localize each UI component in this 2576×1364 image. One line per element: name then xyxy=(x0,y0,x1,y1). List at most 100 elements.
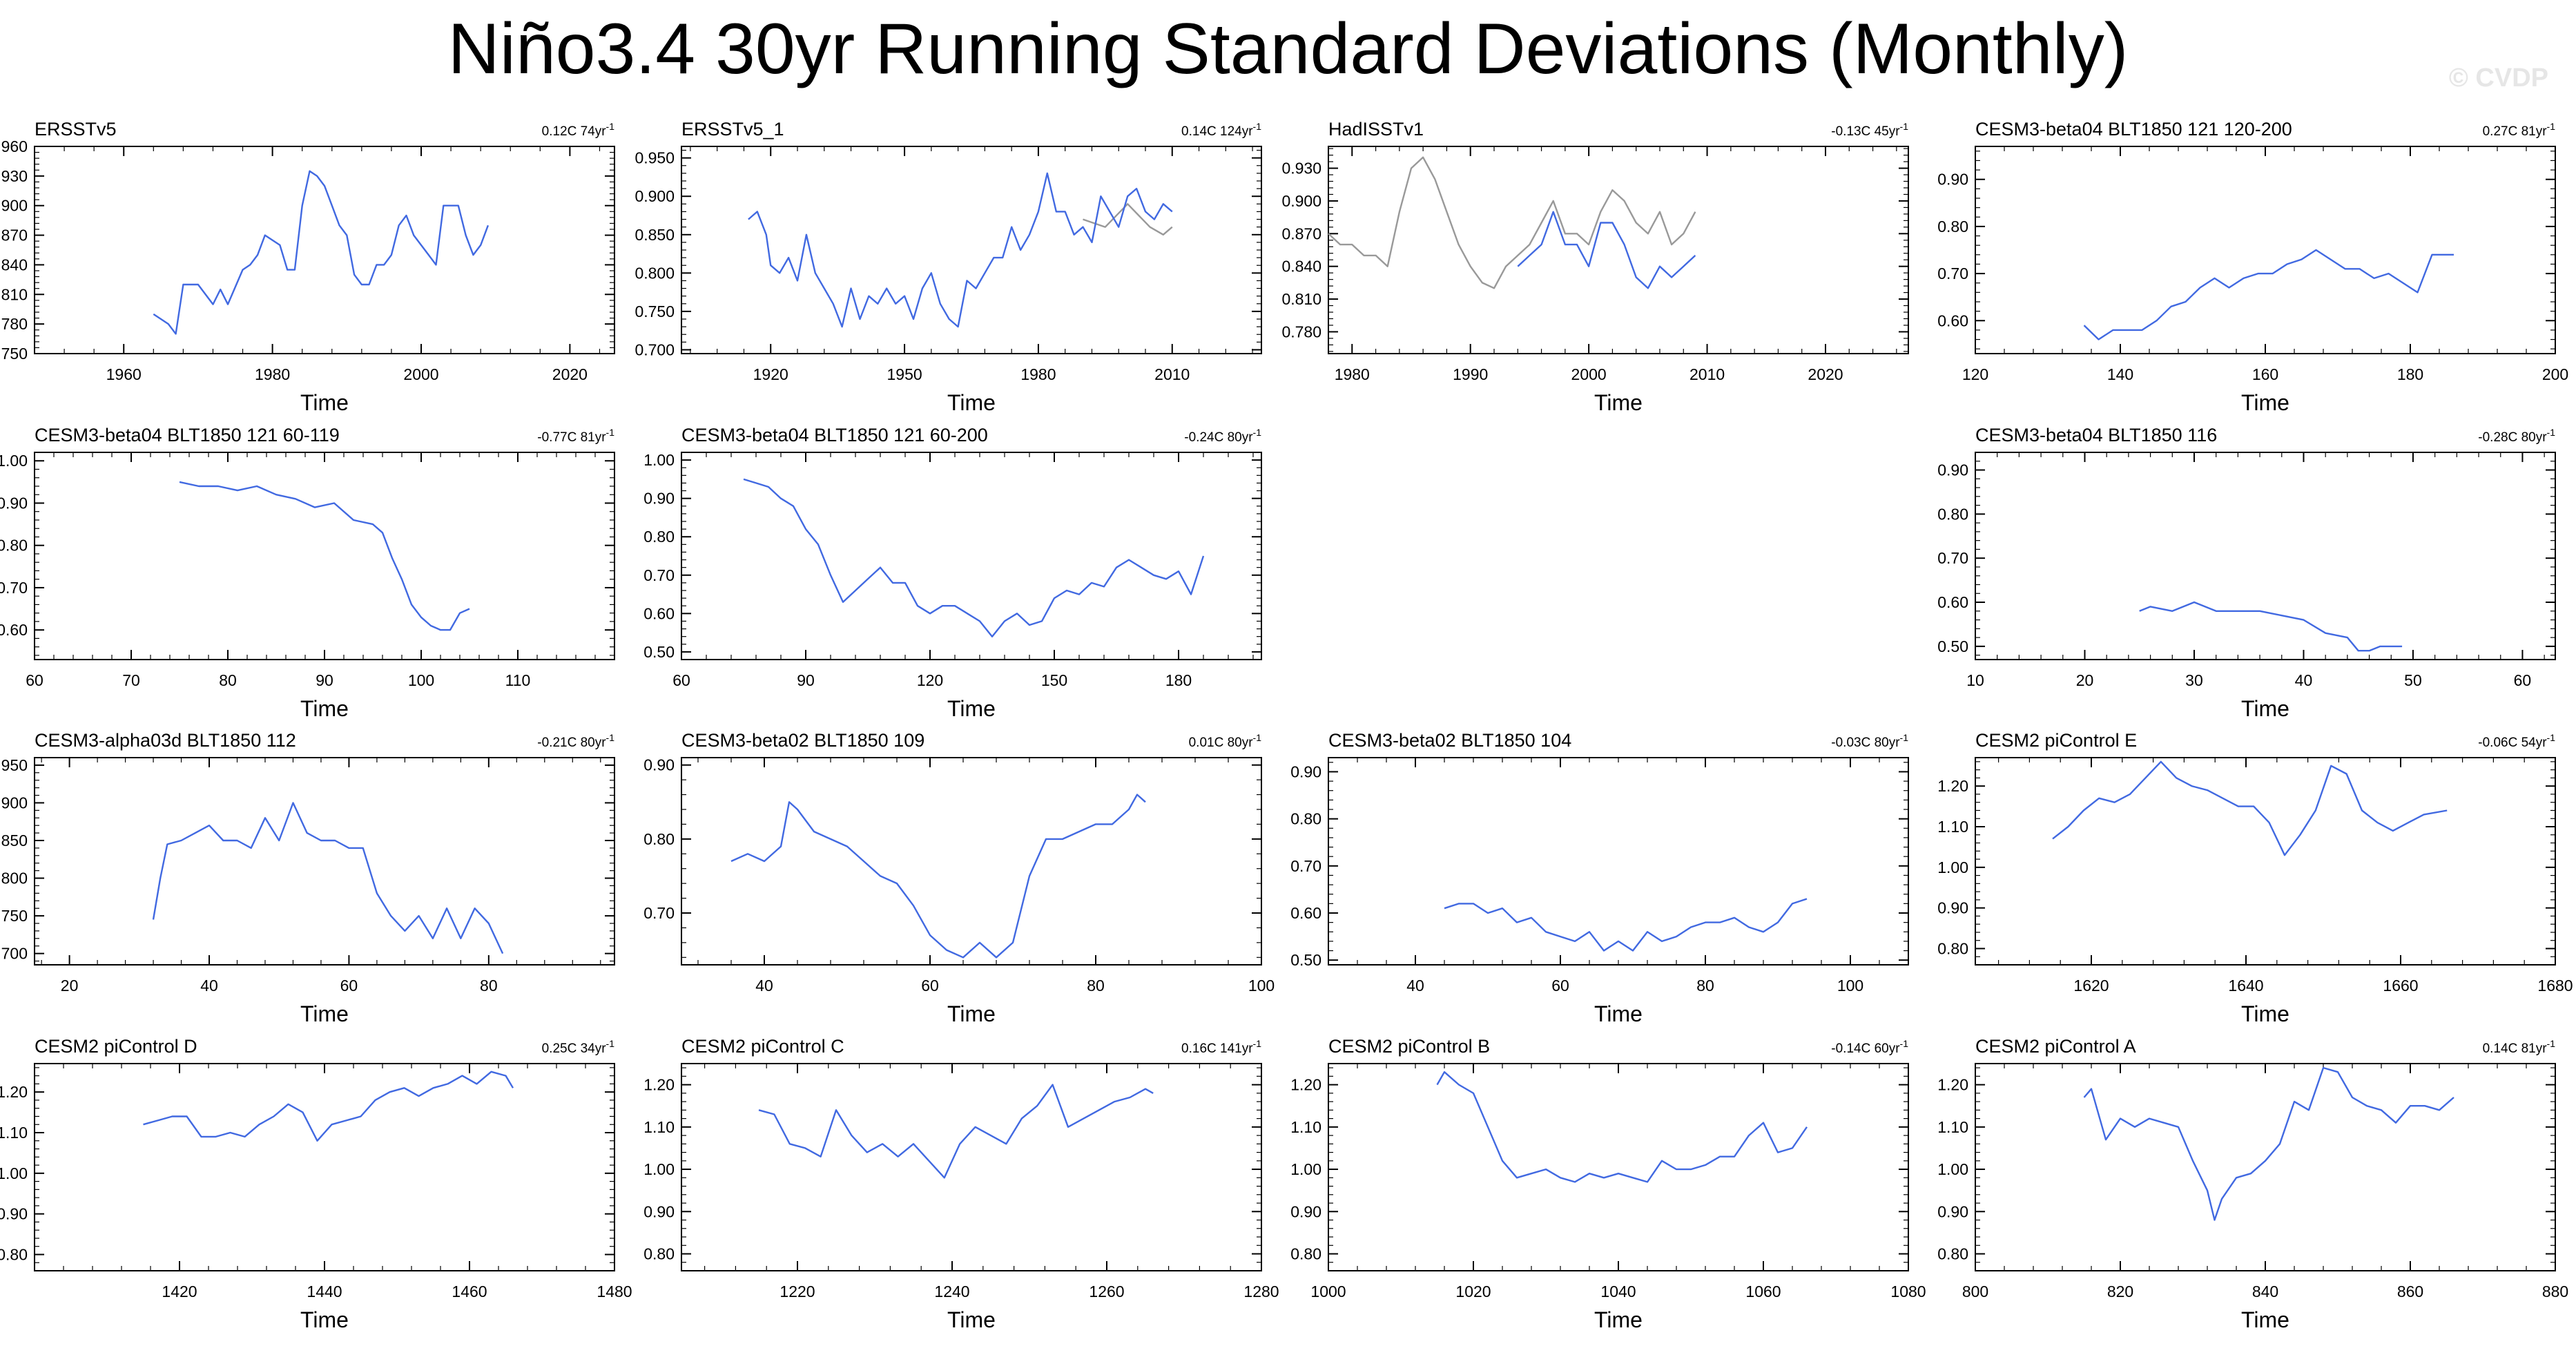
panel-5: CESM3-beta04 BLT1850 121 60-119 -0.77C 81… xyxy=(0,425,615,721)
panel-title: CESM3-alpha03d BLT1850 112 xyxy=(35,730,296,751)
x-tick-label: 20 xyxy=(2076,671,2094,689)
x-tick-label: 840 xyxy=(2252,1283,2278,1300)
y-tick-label: 0.90 xyxy=(1290,762,1321,780)
x-tick-label: 30 xyxy=(2185,671,2203,689)
y-tick-label: 0.80 xyxy=(1290,810,1321,828)
trend-label: -0.28C 80yr-1 xyxy=(2478,427,2555,445)
panel-title: HadISSTv1 xyxy=(1328,119,1424,140)
trend-label: 0.25C 34yr-1 xyxy=(542,1038,615,1056)
y-tick-label: 0.70 xyxy=(1290,857,1321,875)
y-tick-label: 1.20 xyxy=(1937,777,1968,795)
y-tick-label: 0.870 xyxy=(1281,224,1321,242)
x-tick-label: 20 xyxy=(61,977,79,995)
x-tick-label: 1640 xyxy=(2228,977,2263,995)
x-tick-label: 100 xyxy=(1837,977,1863,995)
y-tick-label: 0.60 xyxy=(643,604,675,622)
trend-label: -0.13C 45yr-1 xyxy=(1831,121,1908,139)
x-tick-label: 100 xyxy=(408,671,434,689)
x-tick-label: 70 xyxy=(122,671,140,689)
x-tick-label: 860 xyxy=(2397,1283,2423,1300)
y-tick-label: 1.10 xyxy=(1937,818,1968,836)
x-tick-label: 1240 xyxy=(934,1283,969,1300)
x-tick-label: 1980 xyxy=(1020,365,1056,383)
y-tick-label: 1.00 xyxy=(0,452,28,470)
x-tick-label: 1060 xyxy=(1745,1283,1781,1300)
x-tick-label: 1440 xyxy=(307,1283,342,1300)
trend-label: 0.14C 81yr-1 xyxy=(2483,1038,2556,1056)
y-tick-label: 0.800 xyxy=(0,870,28,887)
trend-label: 0.12C 74yr-1 xyxy=(542,121,615,139)
plot-frame xyxy=(1328,757,1909,966)
x-tick-label: 50 xyxy=(2404,671,2422,689)
x-axis-label: Time xyxy=(2241,696,2289,721)
plot-frame xyxy=(681,757,1262,966)
y-tick-label: 1.00 xyxy=(1290,1160,1321,1178)
panel-title: CESM3-beta02 BLT1850 109 xyxy=(681,730,924,751)
x-tick-label: 1620 xyxy=(2073,977,2109,995)
trend-label: -0.06C 54yr-1 xyxy=(2478,732,2555,750)
y-tick-label: 0.950 xyxy=(635,149,675,167)
plot-frame xyxy=(34,1063,615,1271)
panel-12: CESM2 piControl D 0.25C 34yr-1 0.80 0.90 1.0… xyxy=(0,1036,632,1332)
x-tick-label: 1040 xyxy=(1600,1283,1636,1300)
x-axis-label: Time xyxy=(300,696,349,721)
y-tick-label: 1.00 xyxy=(643,451,675,469)
y-tick-label: 0.60 xyxy=(0,621,28,639)
y-tick-label: 0.930 xyxy=(1281,160,1321,177)
x-axis-label: Time xyxy=(300,1307,349,1332)
page-title: Niño3.4 30yr Running Standard Deviations… xyxy=(447,9,2129,89)
trend-label: -0.24C 80yr-1 xyxy=(1184,427,1261,445)
x-tick-label: 80 xyxy=(480,977,498,995)
y-tick-label: 0.850 xyxy=(635,226,675,244)
y-tick-label: 0.810 xyxy=(1281,290,1321,308)
y-tick-label: 1.00 xyxy=(0,1164,28,1182)
x-tick-label: 1080 xyxy=(1890,1283,1926,1300)
x-tick-label: 1020 xyxy=(1455,1283,1491,1300)
series-line-model xyxy=(2083,249,2454,340)
panel-2: ERSSTv5_1 0.14C 124yr-1 0.700 0.750 0.800 0.8… xyxy=(635,119,1262,415)
panel-title: CESM2 piControl B xyxy=(1328,1036,1490,1057)
plot-frame xyxy=(681,452,1262,660)
x-tick-label: 1990 xyxy=(1453,365,1488,383)
x-tick-label: 40 xyxy=(2295,671,2313,689)
x-tick-label: 1960 xyxy=(106,365,142,383)
x-tick-label: 1980 xyxy=(1335,365,1370,383)
y-tick-label: 0.90 xyxy=(1937,899,1968,917)
plot-frame xyxy=(1975,757,2556,966)
y-tick-label: 0.70 xyxy=(0,579,28,597)
y-tick-label: 0.960 xyxy=(0,137,28,155)
x-tick-label: 1260 xyxy=(1089,1283,1124,1300)
x-tick-label: 1420 xyxy=(162,1283,197,1300)
y-tick-label: 0.850 xyxy=(0,832,28,849)
x-tick-label: 2000 xyxy=(1571,365,1607,383)
y-tick-label: 0.80 xyxy=(1937,505,1968,523)
plot-frame xyxy=(1328,146,1909,354)
x-tick-label: 60 xyxy=(1551,977,1569,995)
y-tick-label: 0.90 xyxy=(643,1202,675,1220)
y-tick-label: 0.930 xyxy=(0,167,28,185)
y-tick-label: 1.10 xyxy=(1937,1118,1968,1136)
x-tick-label: 60 xyxy=(26,671,43,689)
plot-frame xyxy=(1975,1063,2556,1271)
y-tick-label: 1.20 xyxy=(0,1083,28,1101)
x-tick-label: 40 xyxy=(755,977,773,995)
x-tick-label: 80 xyxy=(1087,977,1105,995)
panel-9: CESM3-beta02 BLT1850 109 0.01C 80yr-1 0.70… xyxy=(643,730,1275,1026)
x-tick-label: 1000 xyxy=(1310,1283,1346,1300)
y-tick-label: 0.80 xyxy=(0,537,28,555)
series-line-model xyxy=(143,1070,514,1142)
panel-8: CESM3-alpha03d BLT1850 112 -0.21C 80yr-1 0… xyxy=(0,730,615,1026)
plot-frame xyxy=(1328,1063,1909,1271)
panel-title: CESM3-beta04 BLT1850 121 60-200 xyxy=(681,425,988,445)
series-line-model xyxy=(1444,898,1808,952)
trend-label: -0.21C 80yr-1 xyxy=(537,732,614,750)
y-tick-label: 0.80 xyxy=(643,1245,675,1263)
x-tick-label: 100 xyxy=(1248,977,1275,995)
y-tick-label: 0.80 xyxy=(643,830,675,848)
y-tick-label: 0.60 xyxy=(1937,311,1968,329)
panel-6: CESM3-beta04 BLT1850 121 60-200 -0.24C 80… xyxy=(643,425,1262,721)
x-tick-label: 1950 xyxy=(887,365,922,383)
x-tick-label: 90 xyxy=(316,671,333,689)
x-axis-label: Time xyxy=(1594,390,1643,415)
panel-title: CESM2 piControl A xyxy=(1975,1036,2136,1057)
